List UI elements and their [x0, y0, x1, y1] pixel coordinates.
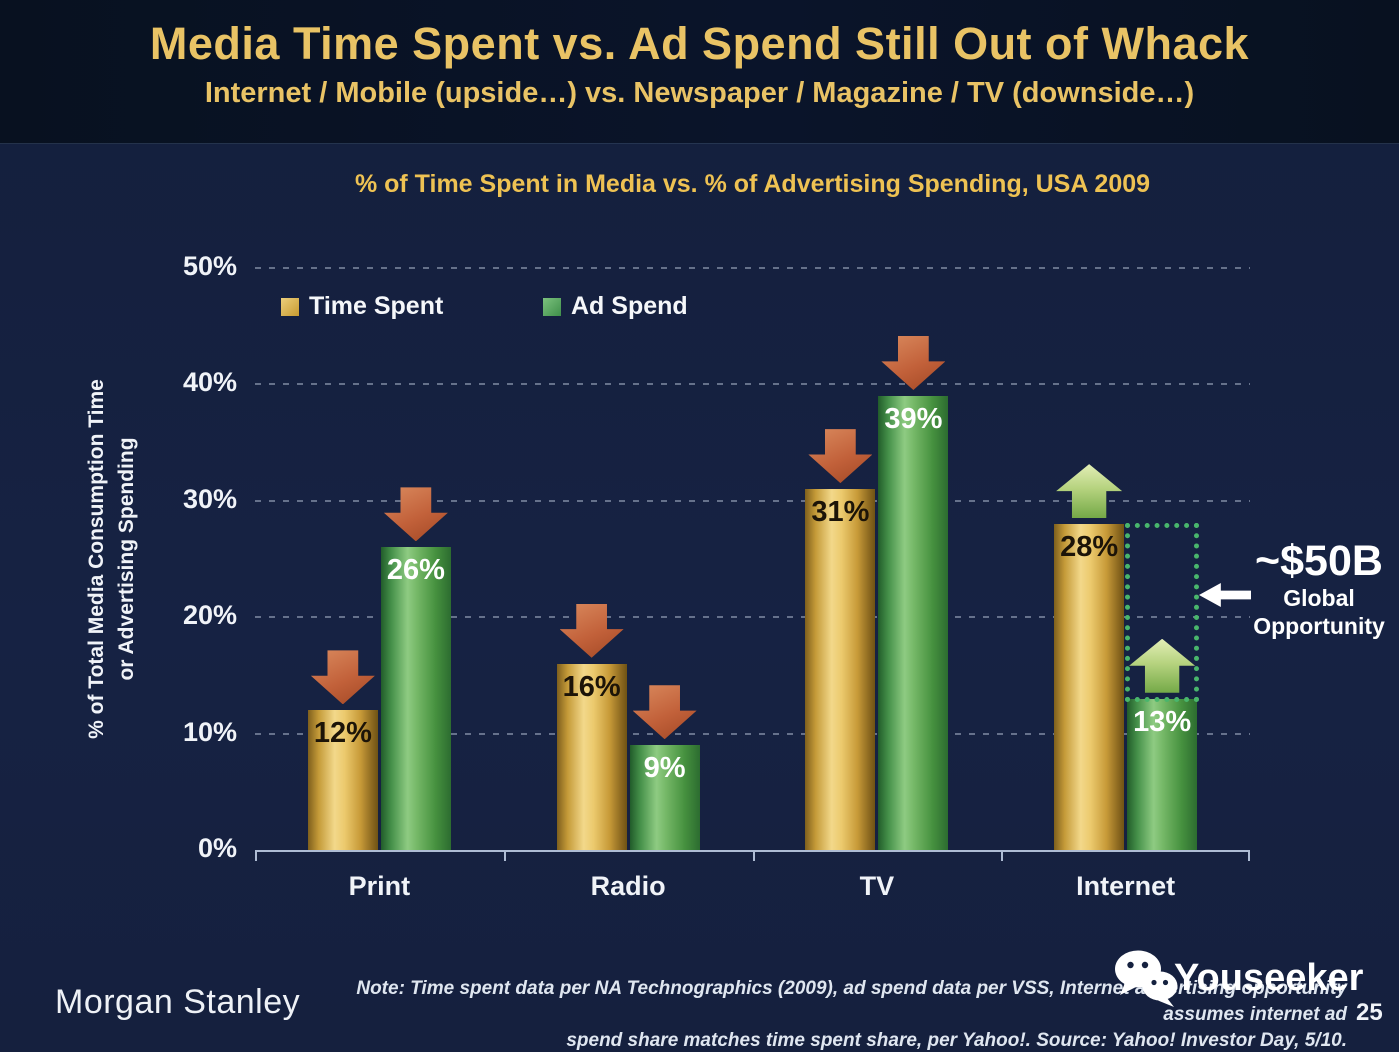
y-axis-title-line2: or Advertising Spending [115, 437, 138, 681]
up-arrow-icon [1056, 464, 1123, 519]
y-axis-title-line1: % of Total Media Consumption Time [85, 379, 108, 739]
gridline-10% [255, 732, 1250, 735]
y-tick-label-30%: 30% [182, 483, 237, 514]
bar-value-label: 13% [1133, 705, 1192, 738]
x-axis-tick [752, 850, 755, 861]
source-note: Note: Time spent data per NA Technograph… [307, 976, 1347, 1052]
category-label-tv: TV [859, 871, 895, 901]
bar-value-label: 12% [313, 717, 372, 750]
opportunity-value: ~$50B [1255, 537, 1383, 585]
down-arrow-icon [383, 487, 448, 542]
bar-radio-time-spent: 16% [556, 663, 627, 850]
bar-radio-ad-spend: 9% [629, 745, 700, 850]
y-axis-title: % of Total Media Consumption Time or Adv… [82, 379, 142, 739]
opportunity-gap-rect [1125, 523, 1200, 702]
x-axis-line [255, 850, 1250, 861]
page-number: 25 [1356, 999, 1383, 1026]
bar-internet-ad-spend: 13% [1127, 698, 1198, 850]
legend-label: Ad Spend [571, 292, 688, 320]
bar-tv-ad-spend: 39% [878, 396, 949, 850]
plot-area: 0% 10% 20% 30% 40% 50% Time Spent Ad Spend 12% 26… [183, 251, 1250, 901]
x-axis-tick [255, 850, 257, 861]
x-axis-tick [1001, 850, 1004, 861]
bar-value-label: 31% [811, 496, 870, 529]
bar-tv-time-spent: 31% [805, 489, 876, 850]
bar-internet-time-spent: 28% [1054, 524, 1125, 850]
bar-value-label: 28% [1060, 531, 1119, 564]
source-note-line1: Note: Time spent data per NA Technograph… [356, 978, 1347, 1025]
bar-value-label: 9% [643, 752, 686, 785]
chart-title: % of Time Spent in Media vs. % of Advert… [354, 170, 1151, 198]
y-tick-label-40%: 40% [182, 367, 237, 398]
down-arrow-icon [808, 429, 873, 484]
slide-subtitle: Internet / Mobile (upside…) vs. Newspape… [204, 77, 1195, 109]
legend-swatch-gold [281, 297, 299, 316]
watermark-text: Youseeker [1174, 956, 1364, 999]
gridline-50% [255, 267, 1250, 269]
y-tick-label-10%: 10% [182, 716, 237, 747]
category-label-print: Print [348, 871, 411, 901]
down-arrow-icon [632, 685, 697, 740]
x-axis-tick [503, 850, 506, 861]
legend-item-time-spent: Time Spent [281, 292, 443, 321]
gridline-20% [255, 616, 1250, 619]
wechat-icon [1115, 950, 1178, 1007]
opportunity-annotation: ~$50B Global Opportunity [1243, 538, 1395, 640]
bar-value-label: 39% [884, 403, 943, 436]
source-note-line2: spend share matches time spent share, pe… [566, 1030, 1347, 1051]
down-arrow-icon [881, 336, 946, 391]
gridline-40% [255, 383, 1250, 386]
slide-header: Media Time Spent vs. Ad Spend Still Out … [0, 0, 1399, 144]
opportunity-label-line2: Opportunity [1253, 613, 1385, 639]
y-tick-label-0%: 0% [197, 833, 237, 863]
category-label-radio: Radio [590, 871, 666, 901]
opportunity-label-line1: Global [1283, 585, 1355, 611]
y-tick-label-50%: 50% [182, 251, 237, 281]
legend-label: Time Spent [309, 292, 444, 320]
bar-value-label: 26% [386, 554, 445, 587]
watermark: Youseeker [1112, 948, 1363, 1008]
category-label-internet: Internet [1076, 871, 1176, 901]
y-tick-label-20%: 20% [182, 600, 237, 631]
legend-swatch-green [543, 297, 561, 316]
slide-title: Media Time Spent vs. Ad Spend Still Out … [149, 18, 1250, 69]
down-arrow-icon [559, 603, 624, 658]
bar-value-label: 16% [562, 670, 621, 703]
morgan-stanley-logo: Morgan Stanley [55, 983, 301, 1021]
bar-print-ad-spend: 26% [380, 547, 451, 850]
x-axis-tick [1248, 850, 1250, 861]
legend-item-ad-spend: Ad Spend [543, 292, 688, 321]
bar-print-time-spent: 12% [307, 710, 378, 850]
gridline-30% [255, 499, 1250, 502]
down-arrow-icon [310, 650, 375, 705]
